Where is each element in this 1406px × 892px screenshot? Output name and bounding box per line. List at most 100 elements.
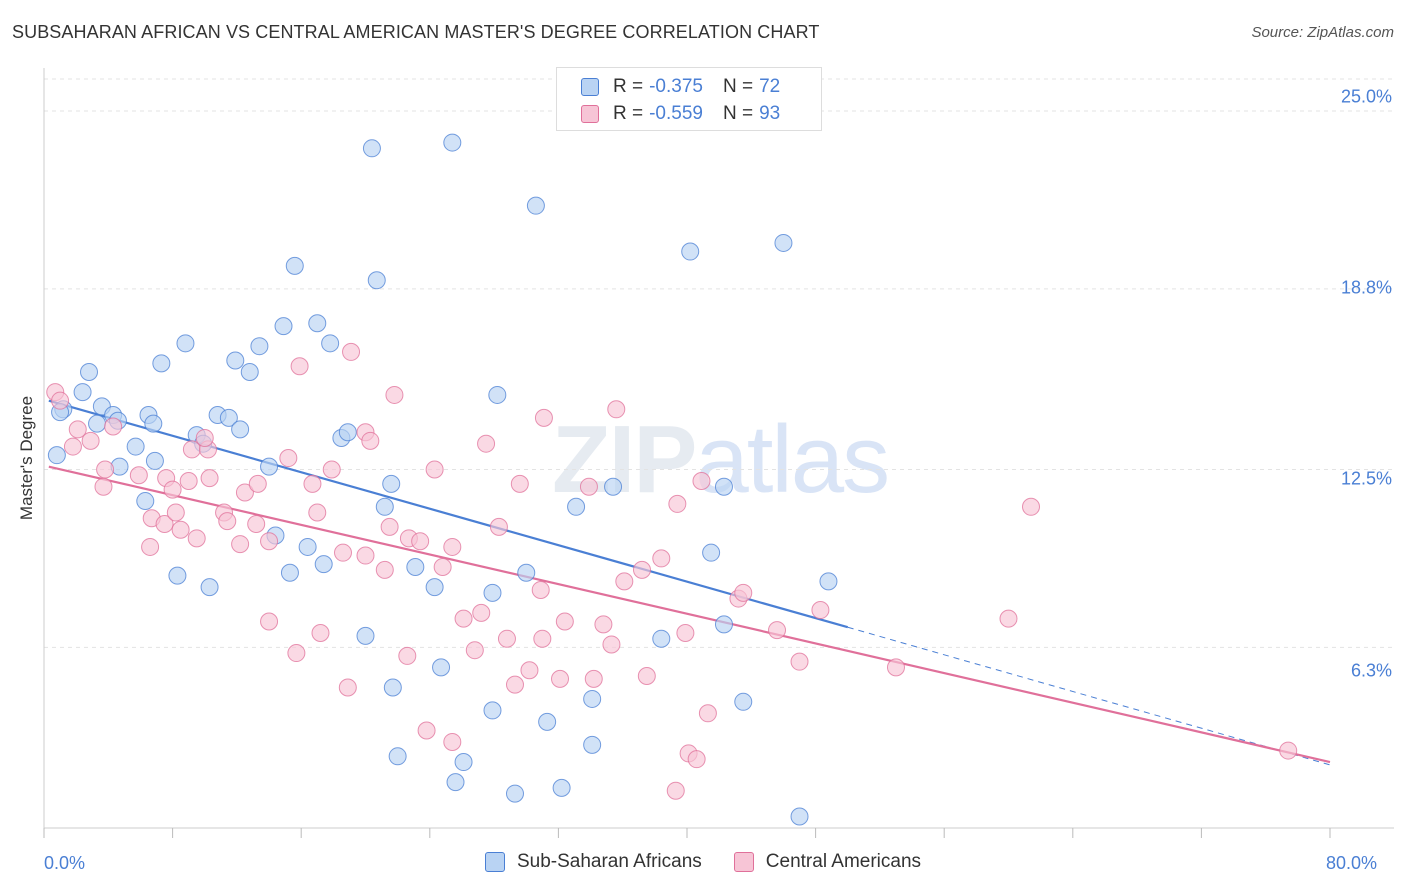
point-central-american: [235, 483, 254, 502]
y-axis-label: Master's Degree: [17, 395, 36, 521]
point-subsaharan: [274, 317, 293, 336]
point-central-american: [425, 460, 444, 479]
point-central-american: [96, 460, 115, 479]
point-central-american: [68, 420, 87, 439]
point-subsaharan: [200, 578, 219, 597]
legend-label-central-american: Central Americans: [765, 851, 922, 872]
point-subsaharan: [517, 563, 536, 582]
point-central-american: [607, 400, 626, 419]
point-subsaharan: [446, 773, 465, 792]
point-central-american: [385, 385, 404, 404]
point-central-american: [166, 503, 185, 522]
point-subsaharan: [126, 437, 145, 456]
point-central-american: [342, 342, 361, 361]
point-subsaharan: [356, 626, 375, 645]
point-central-american: [63, 437, 82, 456]
point-subsaharan: [714, 615, 733, 634]
point-subsaharan: [505, 784, 524, 803]
point-subsaharan: [321, 334, 340, 353]
point-central-american: [279, 449, 298, 468]
point-central-american: [356, 546, 375, 565]
point-subsaharan: [488, 385, 507, 404]
point-central-american: [195, 428, 214, 447]
watermark-atlas: atlas: [695, 406, 890, 513]
point-central-american: [666, 781, 685, 800]
point-central-american: [338, 678, 357, 697]
point-central-american: [602, 635, 621, 654]
legend-item-central-american: Central Americans: [733, 851, 922, 873]
point-subsaharan: [790, 807, 809, 826]
point-subsaharan: [250, 337, 269, 356]
point-central-american: [698, 704, 717, 723]
point-subsaharan: [314, 555, 333, 574]
point-subsaharan: [538, 712, 557, 731]
point-subsaharan: [702, 543, 721, 562]
point-central-american: [163, 480, 182, 499]
point-central-american: [51, 391, 70, 410]
point-central-american: [171, 520, 190, 539]
point-subsaharan: [260, 457, 279, 476]
point-central-american: [676, 623, 695, 642]
point-subsaharan: [226, 351, 245, 370]
chart-title: SUBSAHARAN AFRICAN VS CENTRAL AMERICAN M…: [12, 22, 820, 42]
point-central-american: [520, 661, 539, 680]
point-subsaharan: [176, 334, 195, 353]
point-central-american: [247, 515, 266, 533]
point-subsaharan: [483, 583, 502, 602]
point-central-american: [129, 466, 148, 485]
point-central-american: [361, 431, 380, 450]
legend-n-value: 72: [759, 76, 781, 97]
point-central-american: [637, 667, 656, 685]
y-tick-label-25-0: 25.0%: [1340, 86, 1392, 107]
legend-r-value: -0.559: [649, 103, 703, 124]
data-points: [46, 133, 1298, 826]
point-subsaharan: [231, 420, 250, 439]
point-central-american: [260, 532, 279, 551]
point-central-american: [465, 641, 484, 660]
point-central-american: [668, 494, 687, 513]
legend-row-subsaharan: R = -0.375 N = 72: [581, 74, 780, 100]
point-central-american: [104, 417, 123, 436]
x-tick-label-min: 0.0%: [44, 853, 86, 873]
point-subsaharan: [483, 701, 502, 720]
point-central-american: [505, 675, 524, 694]
point-central-american: [333, 543, 352, 562]
point-subsaharan: [285, 256, 304, 275]
point-subsaharan: [308, 314, 327, 333]
watermark: ZIPatlas: [552, 405, 890, 515]
point-central-american: [734, 583, 753, 602]
y-tick-label-6-3: 6.3%: [1350, 660, 1392, 681]
point-subsaharan: [382, 474, 401, 493]
legend-n-value: 93: [759, 103, 781, 124]
point-central-american: [477, 434, 496, 453]
point-central-american: [322, 460, 341, 479]
legend-r-label: R =: [613, 76, 644, 97]
trend-line-subsaharan: [48, 399, 849, 629]
point-central-american: [417, 721, 436, 740]
source-label: Source: ZipAtlas.com: [1251, 24, 1394, 41]
correlation-legend: R = -0.375 N = 72 R = -0.559 N = 93: [556, 67, 822, 131]
point-subsaharan: [652, 629, 671, 648]
axes: [43, 68, 1394, 838]
point-central-american: [531, 580, 550, 599]
point-subsaharan: [567, 497, 586, 516]
legend-n-label: N =: [722, 76, 754, 97]
point-central-american: [375, 560, 394, 579]
point-central-american: [179, 471, 198, 490]
point-subsaharan: [168, 566, 187, 585]
point-central-american: [155, 515, 174, 533]
legend-r-label: R =: [613, 103, 644, 124]
point-central-american: [555, 612, 574, 631]
point-subsaharan: [280, 563, 299, 582]
point-subsaharan: [583, 689, 602, 708]
point-central-american: [489, 517, 508, 536]
point-central-american: [692, 471, 711, 490]
legend-r-value: -0.375: [649, 76, 703, 97]
point-subsaharan: [714, 477, 733, 496]
point-central-american: [533, 629, 552, 648]
point-central-american: [218, 512, 237, 531]
point-subsaharan: [819, 572, 838, 591]
point-subsaharan: [144, 414, 163, 433]
point-central-american: [510, 474, 529, 493]
